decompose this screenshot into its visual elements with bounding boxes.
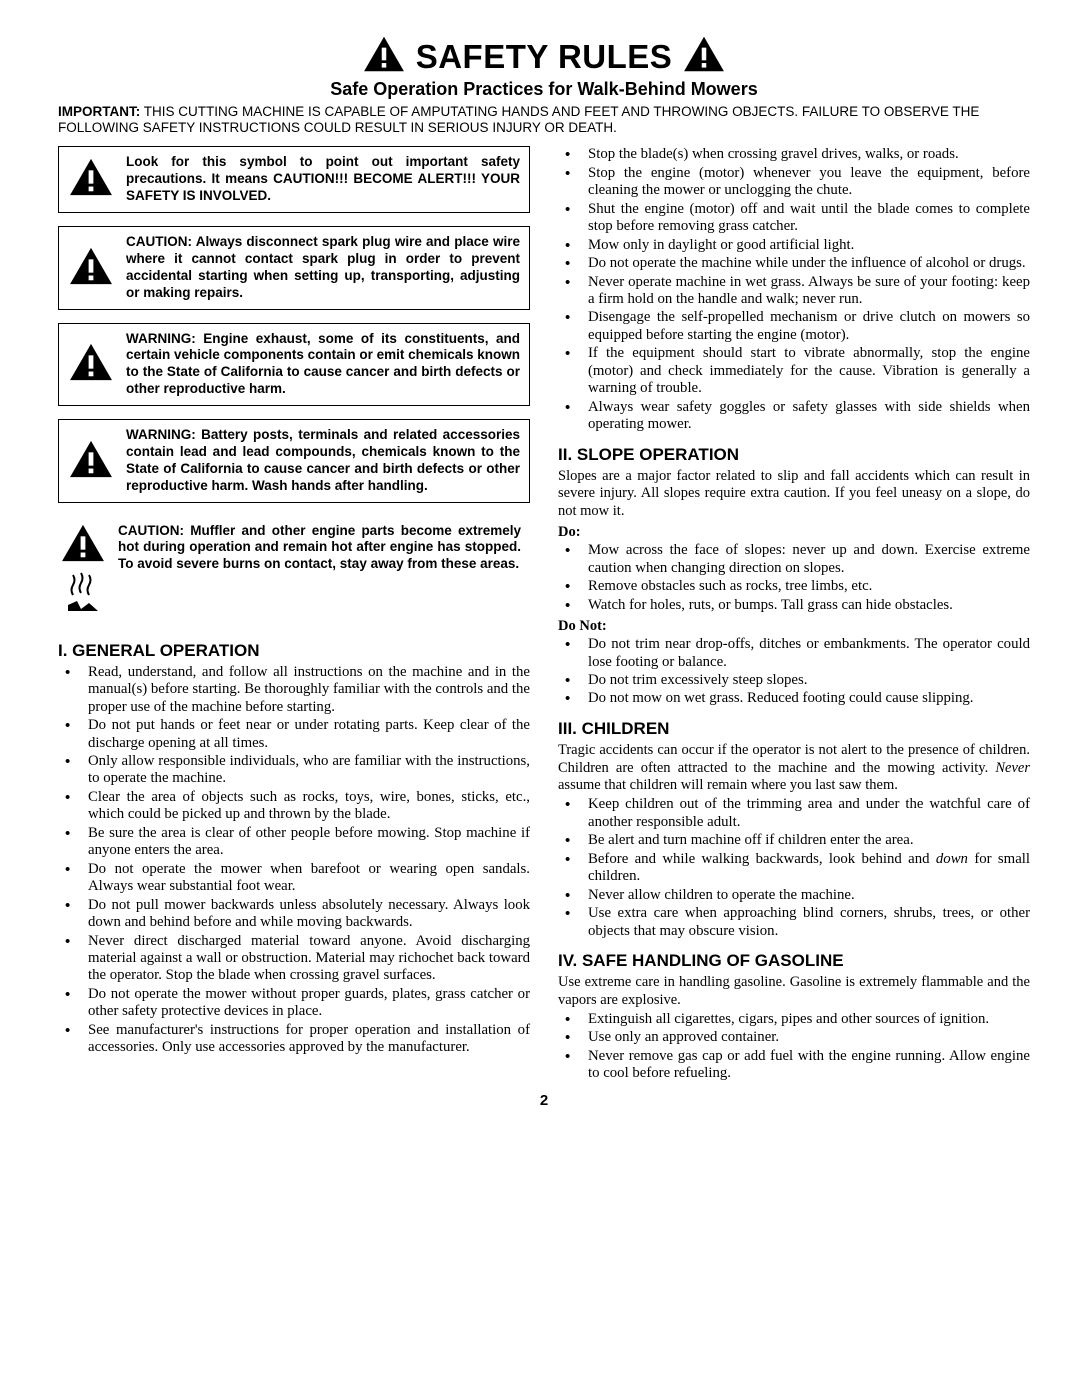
section-heading-gasoline: IV. SAFE HANDLING OF GASOLINE	[558, 950, 1030, 971]
list-item: Never allow children to operate the mach…	[558, 887, 1030, 904]
warning-triangle-icon	[68, 439, 114, 484]
general-list-a: Read, understand, and follow all instruc…	[58, 664, 530, 1057]
warning-triangle-icon	[60, 523, 106, 568]
warning-box: WARNING: Battery posts, terminals and re…	[58, 419, 530, 503]
list-item: Shut the engine (motor) off and wait unt…	[558, 201, 1030, 236]
warning-box: WARNING: Engine exhaust, some of its con…	[58, 323, 530, 407]
list-item: Do not operate the machine while under t…	[558, 255, 1030, 272]
list-item: Remove obstacles such as rocks, tree lim…	[558, 578, 1030, 595]
list-item: Do not trim near drop-offs, ditches or e…	[558, 636, 1030, 671]
list-item: Do not trim excessively steep slopes.	[558, 672, 1030, 689]
list-item: Do not put hands or feet near or under r…	[58, 717, 530, 752]
section-heading-children: III. CHILDREN	[558, 718, 1030, 739]
page-title: SAFETY RULES	[416, 36, 673, 77]
list-item: Use extra care when approaching blind co…	[558, 905, 1030, 940]
section-heading-general: I. GENERAL OPERATION	[58, 640, 530, 661]
warning-text: WARNING: Battery posts, terminals and re…	[126, 427, 520, 495]
list-item: Always wear safety goggles or safety gla…	[558, 399, 1030, 434]
section-heading-slope: II. SLOPE OPERATION	[558, 444, 1030, 465]
list-item: Extinguish all cigarettes, cigars, pipes…	[558, 1011, 1030, 1028]
general-list-b: Stop the blade(s) when crossing gravel d…	[558, 146, 1030, 433]
warning-triangle-icon	[68, 157, 114, 202]
warning-box: Look for this symbol to point out import…	[58, 146, 530, 213]
list-item: Never operate machine in wet grass. Alwa…	[558, 274, 1030, 309]
do-label: Do:	[558, 523, 1030, 541]
important-notice: IMPORTANT: THIS CUTTING MACHINE IS CAPAB…	[58, 104, 1030, 136]
list-item: Only allow responsible individuals, who …	[58, 753, 530, 788]
left-column: Look for this symbol to point out import…	[58, 146, 530, 1083]
important-label: IMPORTANT:	[58, 104, 140, 119]
slope-do-list: Mow across the face of slopes: never up …	[558, 542, 1030, 614]
list-item: Keep children out of the trimming area a…	[558, 796, 1030, 831]
warning-text: Look for this symbol to point out import…	[126, 154, 520, 205]
warning-triangle-icon	[682, 35, 726, 78]
list-item: Mow only in daylight or good artificial …	[558, 237, 1030, 254]
list-item: Never direct discharged material toward …	[58, 933, 530, 985]
list-item: See manufacturer's instructions for prop…	[58, 1022, 530, 1057]
list-item: Do not pull mower backwards unless absol…	[58, 897, 530, 932]
list-item: Disengage the self-propelled mechanism o…	[558, 309, 1030, 344]
warning-box: CAUTION: Always disconnect spark plug wi…	[58, 226, 530, 310]
important-text: THIS CUTTING MACHINE IS CAPABLE OF AMPUT…	[58, 104, 979, 135]
page-subtitle: Safe Operation Practices for Walk-Behind…	[58, 78, 1030, 101]
warning-triangle-icon	[68, 342, 114, 387]
list-item: Do not mow on wet grass. Reduced footing…	[558, 690, 1030, 707]
list-item: Be alert and turn machine off if childre…	[558, 832, 1030, 849]
warning-text: WARNING: Engine exhaust, some of its con…	[126, 331, 520, 399]
hot-surface-icon	[65, 571, 101, 620]
slope-donot-list: Do not trim near drop-offs, ditches or e…	[558, 636, 1030, 708]
gasoline-intro: Use extreme care in handling gasoline. G…	[558, 974, 1030, 1009]
list-item: Read, understand, and follow all instruc…	[58, 664, 530, 716]
list-item: Stop the engine (motor) whenever you lea…	[558, 165, 1030, 200]
list-item: Stop the blade(s) when crossing gravel d…	[558, 146, 1030, 163]
warning-triangle-icon	[362, 35, 406, 78]
warning-triangle-icon	[68, 246, 114, 291]
warning-text: CAUTION: Always disconnect spark plug wi…	[126, 234, 520, 302]
slope-intro: Slopes are a major factor related to sli…	[558, 468, 1030, 520]
list-item: Clear the area of objects such as rocks,…	[58, 789, 530, 824]
list-item: Before and while walking backwards, look…	[558, 851, 1030, 886]
list-item: If the equipment should start to vibrate…	[558, 345, 1030, 397]
list-item: Use only an approved container.	[558, 1029, 1030, 1046]
donot-label: Do Not:	[558, 617, 1030, 635]
page-header: SAFETY RULES Safe Operation Practices fo…	[58, 35, 1030, 100]
muffler-warning: CAUTION: Muffler and other engine parts …	[58, 516, 530, 627]
list-item: Never remove gas cap or add fuel with th…	[558, 1048, 1030, 1083]
list-item: Watch for holes, ruts, or bumps. Tall gr…	[558, 597, 1030, 614]
list-item: Be sure the area is clear of other peopl…	[58, 825, 530, 860]
page-number: 2	[58, 1092, 1030, 1111]
children-list: Keep children out of the trimming area a…	[558, 796, 1030, 940]
warning-text: CAUTION: Muffler and other engine parts …	[118, 523, 521, 620]
list-item: Do not operate the mower without proper …	[58, 986, 530, 1021]
list-item: Mow across the face of slopes: never up …	[558, 542, 1030, 577]
list-item: Do not operate the mower when barefoot o…	[58, 861, 530, 896]
gasoline-list: Extinguish all cigarettes, cigars, pipes…	[558, 1011, 1030, 1083]
children-intro: Tragic accidents can occur if the operat…	[558, 742, 1030, 794]
right-column: Stop the blade(s) when crossing gravel d…	[558, 146, 1030, 1083]
